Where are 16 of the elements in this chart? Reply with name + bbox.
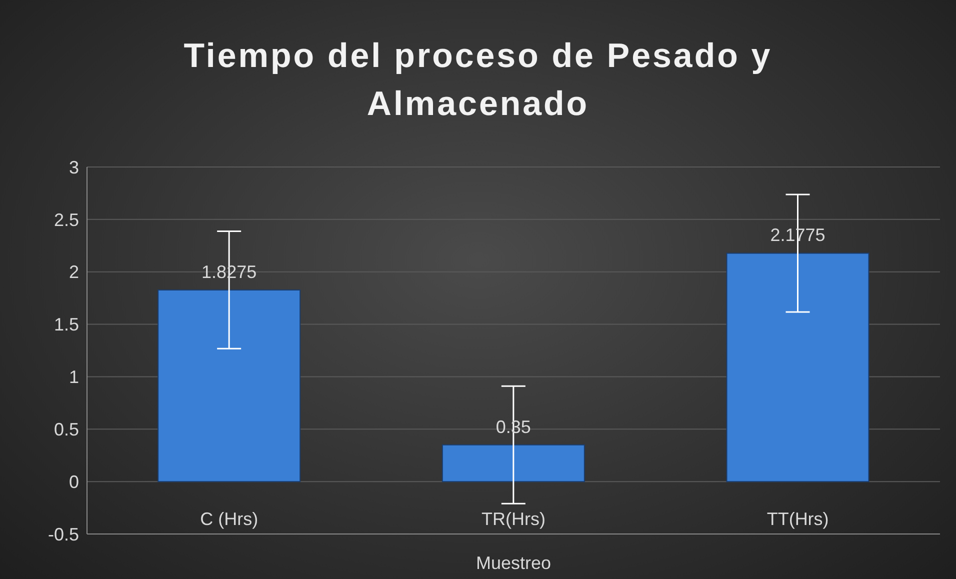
y-tick-label: 1.5 [54, 314, 79, 335]
bar [158, 289, 301, 482]
x-axis-title: Muestreo [476, 553, 552, 573]
x-tick-label: TR(Hrs) [482, 508, 546, 529]
y-tick-label: 1 [68, 367, 79, 388]
chart-title: Tiempo del proceso de Pesado y Almacenado [182, 36, 774, 125]
x-tick-label: TT(Hrs) [766, 508, 829, 529]
x-tick-label: C (Hrs) [200, 508, 258, 529]
y-tick-label: 0 [68, 472, 79, 492]
y-tick-label: -0.5 [48, 524, 79, 544]
bar [726, 252, 870, 482]
y-tick-label: 2.5 [54, 210, 79, 230]
bar [442, 444, 585, 482]
y-tick-label: 3 [68, 157, 79, 178]
y-tick-label: 0.5 [54, 420, 79, 440]
y-tick-label: 2 [68, 262, 79, 282]
